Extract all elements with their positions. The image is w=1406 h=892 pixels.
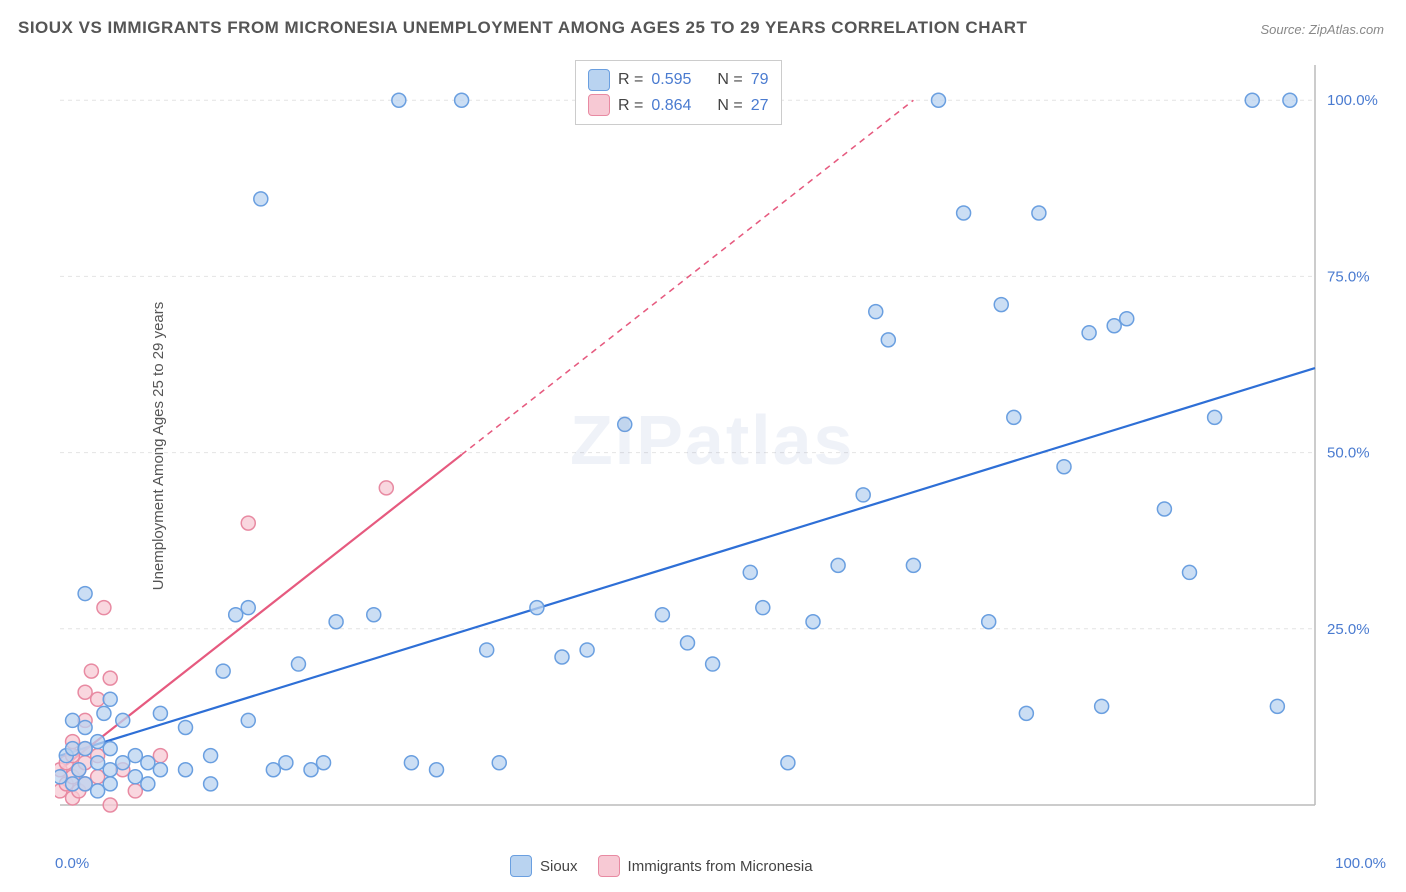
r-value: 0.864 bbox=[651, 93, 691, 119]
y-axis-tick: 25.0% bbox=[1327, 621, 1370, 638]
r-label: R = bbox=[618, 93, 643, 119]
correlation-stats-box: R = 0.595 N = 79 R = 0.864 N = 27 bbox=[575, 60, 782, 125]
chart-title: SIOUX VS IMMIGRANTS FROM MICRONESIA UNEM… bbox=[18, 18, 1027, 38]
series-swatch bbox=[598, 855, 620, 877]
y-axis-tick: 100.0% bbox=[1327, 92, 1378, 109]
r-label: R = bbox=[618, 67, 643, 93]
y-axis-tick: 75.0% bbox=[1327, 268, 1370, 285]
source-attribution: Source: ZipAtlas.com bbox=[1260, 22, 1384, 37]
n-label: N = bbox=[717, 93, 742, 119]
n-value: 79 bbox=[751, 67, 769, 93]
legend-item: Sioux bbox=[510, 855, 578, 877]
legend-label: Sioux bbox=[540, 858, 578, 875]
legend-item: Immigrants from Micronesia bbox=[598, 855, 813, 877]
stats-row: R = 0.864 N = 27 bbox=[588, 93, 769, 119]
n-label: N = bbox=[717, 67, 742, 93]
series-swatch bbox=[588, 94, 610, 116]
stats-row: R = 0.595 N = 79 bbox=[588, 67, 769, 93]
x-axis-tick-max: 100.0% bbox=[1335, 855, 1386, 872]
chart-container: SIOUX VS IMMIGRANTS FROM MICRONESIA UNEM… bbox=[0, 0, 1406, 892]
series-swatch bbox=[510, 855, 532, 877]
n-value: 27 bbox=[751, 93, 769, 119]
legend-label: Immigrants from Micronesia bbox=[628, 858, 813, 875]
series-swatch bbox=[588, 69, 610, 91]
r-value: 0.595 bbox=[651, 67, 691, 93]
y-axis-tick: 50.0% bbox=[1327, 445, 1370, 462]
x-axis-tick-min: 0.0% bbox=[55, 855, 89, 872]
series-legend: Sioux Immigrants from Micronesia bbox=[510, 855, 813, 877]
scatter-plot: 25.0% 50.0% 75.0% 100.0% bbox=[55, 55, 1385, 835]
